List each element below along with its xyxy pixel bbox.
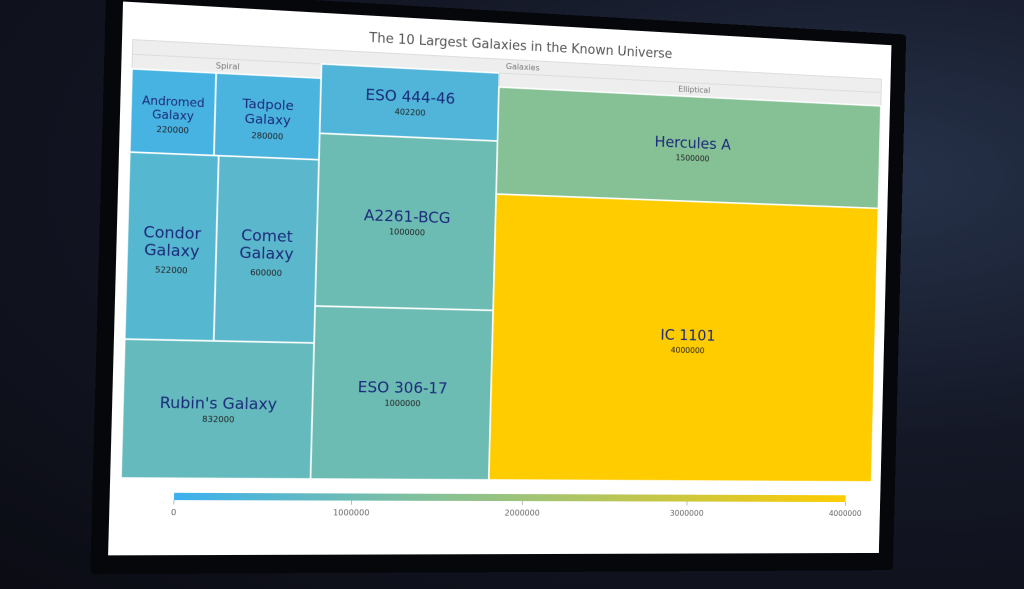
tile-value: 522000 bbox=[155, 264, 188, 275]
tile-label: Hercules A bbox=[654, 133, 731, 154]
group-label: Elliptical bbox=[678, 84, 710, 95]
tile bbox=[125, 152, 219, 341]
tile-value: 402200 bbox=[395, 107, 426, 118]
tile-value: 4000000 bbox=[671, 345, 705, 355]
label-line: Comet bbox=[241, 226, 293, 246]
tile-label: CondorGalaxy bbox=[143, 222, 202, 260]
label-line: Galaxy bbox=[152, 107, 194, 123]
colorbar-tick-label: 3000000 bbox=[670, 508, 704, 518]
tile-value: 280000 bbox=[251, 130, 283, 141]
group-header bbox=[132, 54, 322, 78]
tile-label: ESO 444-46 bbox=[365, 86, 455, 108]
monitor: The 10 Largest Galaxies in the Known Uni… bbox=[90, 0, 907, 575]
tile bbox=[130, 69, 216, 156]
tile-label: A2261-BCG bbox=[364, 206, 451, 227]
chart: The 10 Largest Galaxies in the Known Uni… bbox=[108, 31, 891, 518]
colorbar bbox=[173, 492, 846, 503]
tile-label: ESO 306-17 bbox=[358, 378, 448, 397]
tile bbox=[315, 133, 497, 310]
root-label: Galaxies bbox=[506, 61, 540, 73]
tile-label: Rubin's Galaxy bbox=[160, 394, 278, 414]
root-header bbox=[132, 40, 881, 93]
tile-value: 220000 bbox=[156, 124, 189, 136]
tile-value: 1000000 bbox=[384, 398, 420, 408]
tile bbox=[496, 87, 881, 208]
tile-value: 1000000 bbox=[389, 227, 425, 238]
tile-value: 1500000 bbox=[676, 153, 710, 164]
tile-label: IC 1101 bbox=[660, 326, 715, 345]
label-line: Galaxy bbox=[144, 240, 200, 260]
label-line: Tadpole bbox=[241, 96, 294, 114]
tile-value: 600000 bbox=[250, 267, 282, 278]
tile bbox=[121, 339, 314, 479]
colorbar-tick-label: 2000000 bbox=[504, 508, 539, 518]
label-line: Andromed bbox=[142, 93, 205, 110]
tile bbox=[214, 73, 321, 160]
tile bbox=[311, 306, 494, 480]
colorbar-tick-label: 0 bbox=[171, 507, 177, 517]
tile-value: 832000 bbox=[202, 414, 234, 425]
tile bbox=[320, 64, 500, 141]
group-header bbox=[499, 73, 881, 106]
tile bbox=[214, 156, 319, 343]
tile-label: TadpoleGalaxy bbox=[241, 96, 294, 129]
colorbar-tick-label: 1000000 bbox=[333, 507, 370, 517]
tile-label: AndromedGalaxy bbox=[142, 93, 205, 124]
group-label: Spiral bbox=[216, 60, 240, 71]
label-line: Galaxy bbox=[244, 111, 291, 128]
screen: The 10 Largest Galaxies in the Known Uni… bbox=[108, 1, 892, 556]
tile bbox=[489, 194, 879, 482]
label-line: Galaxy bbox=[239, 243, 294, 263]
colorbar-tick-label: 4000000 bbox=[829, 508, 862, 518]
tile-label: CometGalaxy bbox=[239, 225, 294, 263]
label-line: Condor bbox=[143, 222, 202, 242]
